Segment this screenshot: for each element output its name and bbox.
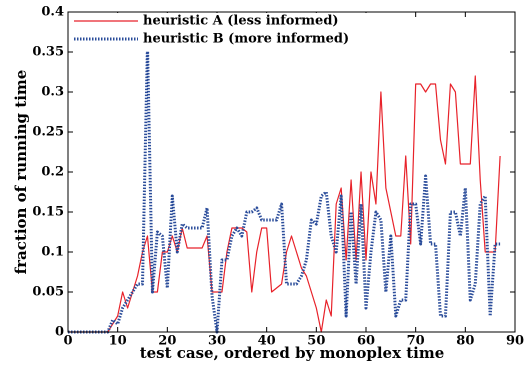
y-tick-label: 0 xyxy=(55,325,64,340)
y-tick-label: 0.2 xyxy=(41,165,64,180)
x-tick-label: 30 xyxy=(208,334,226,349)
x-axis-label: test case, ordered by monoplex time xyxy=(140,344,445,362)
y-tick-label: 0.05 xyxy=(32,285,64,300)
x-tick-label: 70 xyxy=(407,334,425,349)
x-tick-label: 10 xyxy=(109,334,127,349)
x-tick-label: 90 xyxy=(506,334,524,349)
y-tick-label: 0.4 xyxy=(41,5,64,20)
x-tick-label: 0 xyxy=(63,334,72,349)
y-tick-label: 0.15 xyxy=(32,205,64,220)
x-tick-label: 50 xyxy=(307,334,325,349)
legend-background xyxy=(69,13,369,51)
y-tick-label: 0.3 xyxy=(41,85,64,100)
x-tick-label: 40 xyxy=(258,334,276,349)
y-tick-label: 0.25 xyxy=(32,125,64,140)
x-tick-label: 80 xyxy=(456,334,474,349)
x-tick-label: 60 xyxy=(357,334,375,349)
y-tick-label: 0.1 xyxy=(41,245,64,260)
legend-label: heuristic B (more informed) xyxy=(143,32,349,47)
y-axis-label: fraction of running time xyxy=(12,70,30,275)
plot-frame xyxy=(67,11,516,333)
legend: heuristic A (less informed) heuristic B (… xyxy=(69,13,369,51)
data-line xyxy=(68,42,501,334)
x-tick-label: 20 xyxy=(158,334,176,349)
y-tick-label: 0.35 xyxy=(32,45,64,60)
legend-label: heuristic A (less informed) xyxy=(143,14,339,29)
